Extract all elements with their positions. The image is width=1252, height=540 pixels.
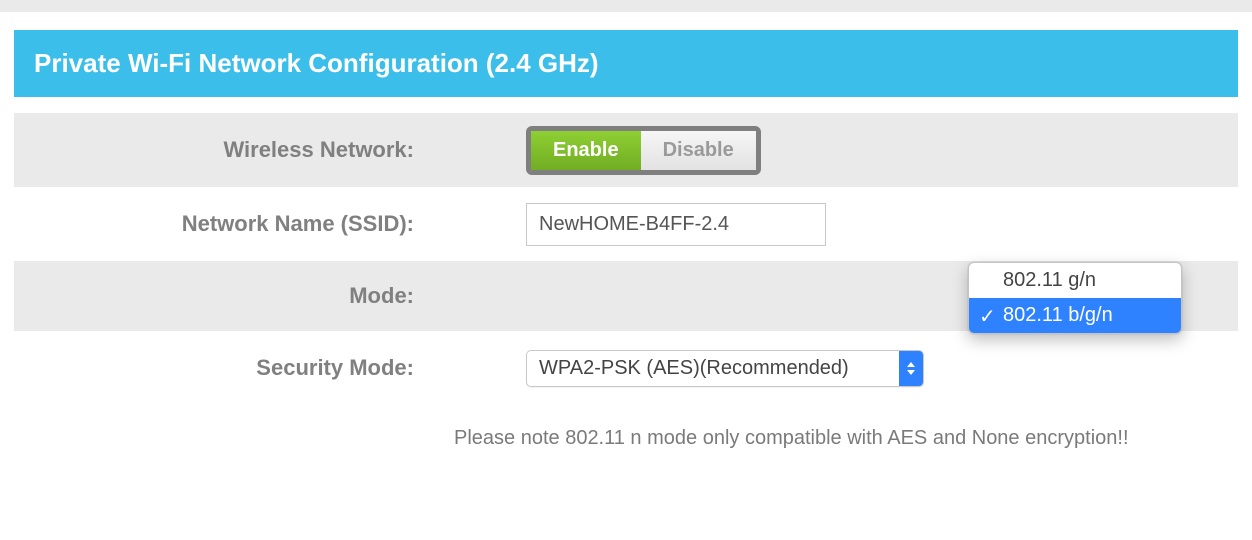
- security-mode-value: WPA2-PSK (AES)(Recommended): [527, 351, 899, 386]
- wireless-toggle-group: Enable Disable: [526, 126, 761, 175]
- mode-dropdown[interactable]: 802.11 g/n ✓ 802.11 b/g/n: [968, 262, 1182, 334]
- top-bar: [0, 0, 1252, 12]
- row-wireless-network: Wireless Network: Enable Disable: [14, 113, 1238, 187]
- mode-option-1-label: 802.11 b/g/n: [1003, 304, 1113, 326]
- label-ssid: Network Name (SSID):: [14, 211, 454, 237]
- disable-button[interactable]: Disable: [641, 131, 756, 170]
- chevron-updown-icon: [899, 351, 923, 386]
- label-wireless-network: Wireless Network:: [14, 137, 454, 163]
- row-security-mode: Security Mode: WPA2-PSK (AES)(Recommende…: [14, 331, 1238, 405]
- mode-option-0[interactable]: 802.11 g/n: [969, 263, 1181, 298]
- row-note: Please note 802.11 n mode only compatibl…: [14, 405, 1238, 470]
- enable-button[interactable]: Enable: [531, 131, 641, 170]
- config-panel: Private Wi-Fi Network Configuration (2.4…: [0, 30, 1252, 470]
- label-mode: Mode:: [14, 283, 454, 309]
- mode-option-1[interactable]: ✓ 802.11 b/g/n: [969, 298, 1181, 333]
- page-title: Private Wi-Fi Network Configuration (2.4…: [14, 30, 1238, 97]
- row-ssid: Network Name (SSID):: [14, 187, 1238, 261]
- compatibility-note: Please note 802.11 n mode only compatibl…: [454, 427, 1238, 450]
- label-security-mode: Security Mode:: [14, 355, 454, 381]
- security-mode-select[interactable]: WPA2-PSK (AES)(Recommended): [526, 350, 924, 387]
- check-icon: ✓: [979, 304, 996, 329]
- ssid-input[interactable]: [526, 203, 826, 246]
- row-mode: Mode: 802.11 g/n ✓ 802.11 b/g/n: [14, 261, 1238, 331]
